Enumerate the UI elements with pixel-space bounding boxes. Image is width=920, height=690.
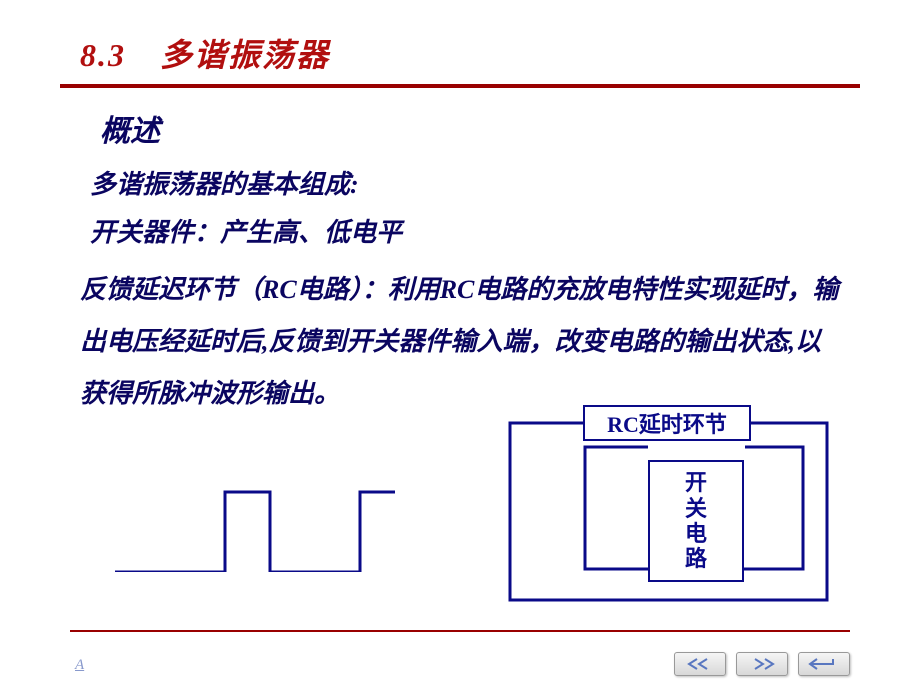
return-button[interactable] — [798, 652, 850, 676]
rc-delay-label: RC延时环节 — [607, 407, 727, 439]
subheading: 概述 — [0, 88, 920, 150]
section-title-text: 8.3 多谐振荡器 — [80, 37, 330, 73]
rc-delay-box: RC延时环节 — [583, 405, 751, 441]
return-arrow-icon — [807, 657, 841, 671]
body-pre: 反馈延迟环节（ — [80, 275, 262, 304]
body-mid1: 电路）：利用 — [297, 275, 440, 304]
block-diagram: RC延时环节 开 关 电 路 — [505, 405, 830, 615]
switch-char-3: 路 — [685, 546, 707, 571]
switch-char-1: 关 — [685, 496, 707, 521]
composition-text: 多谐振荡器的基本组成: — [90, 170, 359, 199]
logo-text: A — [75, 657, 84, 673]
nav-bar — [674, 652, 850, 676]
body-rc2: RC — [440, 275, 475, 304]
subheading-text: 概述 — [100, 115, 160, 148]
switch-circuit-box: 开 关 电 路 — [648, 460, 744, 582]
next-button[interactable] — [736, 652, 788, 676]
body-paragraph: 反馈延迟环节（RC电路）：利用RC电路的充放电特性实现延时，输出电压经延时后,反… — [0, 246, 920, 420]
logo: A — [75, 657, 84, 674]
prev-button[interactable] — [674, 652, 726, 676]
chevron-left-icon — [685, 657, 715, 671]
pulse-waveform — [115, 462, 395, 572]
switch-line: 开关器件：产生高、低电平 — [0, 198, 920, 246]
bottom-rule — [70, 630, 850, 632]
body-rc1: RC — [262, 275, 297, 304]
chevron-right-icon — [747, 657, 777, 671]
switch-char-0: 开 — [685, 470, 707, 495]
switch-char-2: 电 — [685, 521, 707, 546]
composition-line: 多谐振荡器的基本组成: — [0, 150, 920, 198]
section-title: 8.3 多谐振荡器 — [0, 0, 920, 84]
switch-text: 开关器件：产生高、低电平 — [90, 218, 402, 247]
